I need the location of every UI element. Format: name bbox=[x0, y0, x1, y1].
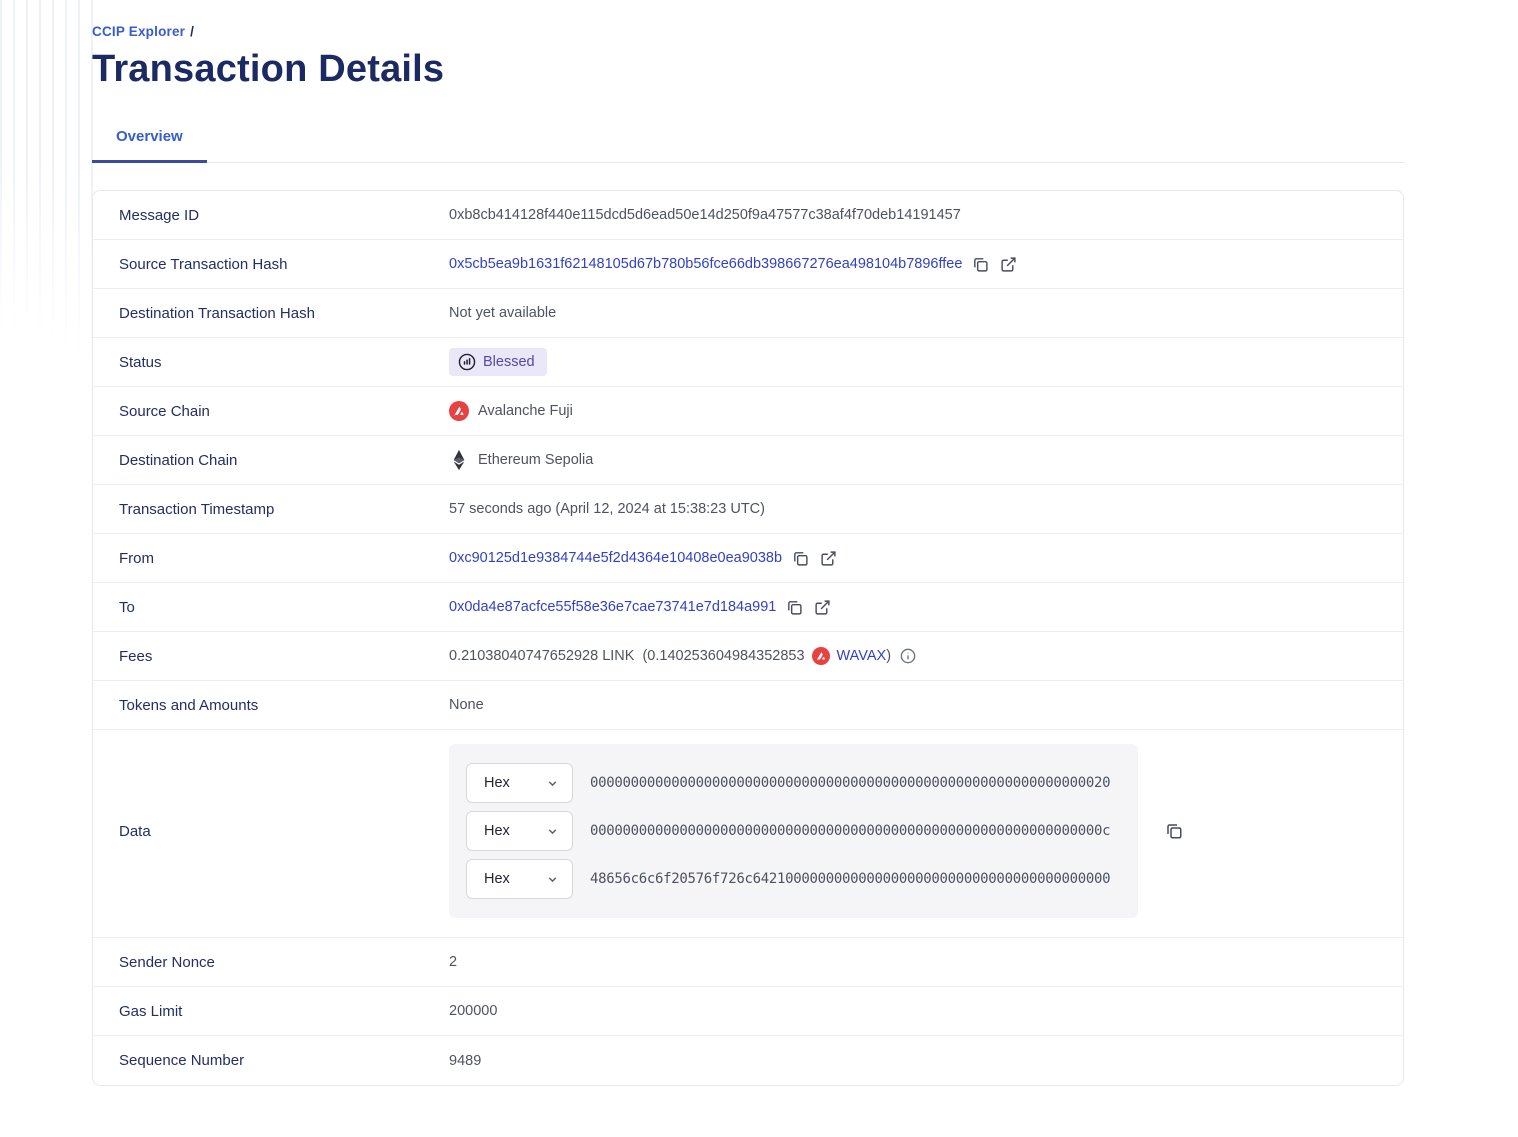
blessed-status-icon bbox=[458, 353, 476, 371]
source-tx-hash-label: Source Transaction Hash bbox=[119, 255, 288, 273]
row-dest-chain: Destination Chain Ethereum Sepolia bbox=[93, 436, 1403, 485]
chevron-down-icon bbox=[548, 876, 557, 882]
page-title: Transaction Details bbox=[92, 48, 445, 90]
dest-tx-hash-value: Not yet available bbox=[449, 305, 557, 321]
row-data: Data Hex 0000000000000000000000000000000… bbox=[93, 730, 1403, 938]
row-to: To 0x0da4e87acfce55f58e36e7cae73741e7d18… bbox=[93, 583, 1403, 632]
breadcrumb-separator: / bbox=[190, 24, 195, 39]
row-sequence-number: Sequence Number 9489 bbox=[93, 1036, 1403, 1085]
copy-icon[interactable] bbox=[784, 597, 804, 617]
encoding-select-value: Hex bbox=[484, 823, 510, 839]
row-timestamp: Transaction Timestamp 57 seconds ago (Ap… bbox=[93, 485, 1403, 534]
copy-data-icon[interactable] bbox=[1164, 821, 1184, 841]
fees-wavax-amount: (0.140253604984352853 bbox=[642, 648, 805, 664]
source-tx-hash-link[interactable]: 0x5cb5ea9b1631f62148105d67b780b56fce66db… bbox=[449, 256, 963, 272]
data-label: Data bbox=[119, 822, 151, 840]
status-label: Status bbox=[119, 353, 162, 371]
timestamp-label: Transaction Timestamp bbox=[119, 500, 275, 518]
dest-chain-label: Destination Chain bbox=[119, 451, 238, 469]
tokens-value: None bbox=[449, 697, 484, 713]
transaction-details-card: Message ID 0xb8cb414128f440e115dcd5d6ead… bbox=[92, 190, 1404, 1086]
copy-icon[interactable] bbox=[790, 548, 810, 568]
status-badge: Blessed bbox=[449, 348, 547, 376]
ethereum-sepolia-icon bbox=[449, 449, 469, 471]
fees-link-amount: 0.21038040747652928 LINK bbox=[449, 648, 635, 664]
hex-data-text: 0000000000000000000000000000000000000000… bbox=[590, 823, 1111, 839]
row-source-tx-hash: Source Transaction Hash 0x5cb5ea9b1631f6… bbox=[93, 240, 1403, 289]
data-line: Hex 48656c6c6f20576f726c6421000000000000… bbox=[466, 859, 1121, 899]
encoding-select[interactable]: Hex bbox=[466, 763, 573, 803]
fees-label: Fees bbox=[119, 647, 153, 665]
data-line: Hex 000000000000000000000000000000000000… bbox=[466, 811, 1121, 851]
fees-paren-close: ) bbox=[886, 648, 892, 664]
external-link-icon[interactable] bbox=[818, 548, 838, 568]
data-line: Hex 000000000000000000000000000000000000… bbox=[466, 763, 1121, 803]
row-message-id: Message ID 0xb8cb414128f440e115dcd5d6ead… bbox=[93, 191, 1403, 240]
dest-tx-hash-label: Destination Transaction Hash bbox=[119, 304, 315, 322]
transaction-details-page: CCIP Explorer / Transaction Details Overv… bbox=[92, 24, 1404, 1086]
encoding-select-value: Hex bbox=[484, 871, 510, 887]
dest-chain-name: Ethereum Sepolia bbox=[478, 452, 594, 468]
chevron-down-icon bbox=[548, 828, 557, 834]
copy-icon[interactable] bbox=[970, 254, 990, 274]
tokens-label: Tokens and Amounts bbox=[119, 696, 259, 714]
avalanche-fuji-icon bbox=[449, 401, 469, 421]
status-badge-text: Blessed bbox=[483, 354, 535, 370]
row-dest-tx-hash: Destination Transaction Hash Not yet ava… bbox=[93, 289, 1403, 338]
sequence-number-label: Sequence Number bbox=[119, 1052, 245, 1069]
gas-limit-label: Gas Limit bbox=[119, 1002, 183, 1020]
message-id-value: 0xb8cb414128f440e115dcd5d6ead50e14d250f9… bbox=[449, 207, 961, 223]
to-address-link[interactable]: 0x0da4e87acfce55f58e36e7cae73741e7d184a9… bbox=[449, 599, 777, 615]
sender-nonce-label: Sender Nonce bbox=[119, 953, 215, 971]
external-link-icon[interactable] bbox=[998, 254, 1018, 274]
source-chain-label: Source Chain bbox=[119, 402, 210, 420]
row-source-chain: Source Chain Avalanche Fuji bbox=[93, 387, 1403, 436]
sequence-number-value: 9489 bbox=[449, 1052, 482, 1069]
external-link-icon[interactable] bbox=[812, 597, 832, 617]
timestamp-value: 57 seconds ago (April 12, 2024 at 15:38:… bbox=[449, 501, 765, 517]
row-tokens: Tokens and Amounts None bbox=[93, 681, 1403, 730]
row-status: Status Blessed bbox=[93, 338, 1403, 387]
to-label: To bbox=[119, 598, 135, 616]
wavax-link[interactable]: WAVAX bbox=[836, 648, 887, 664]
row-fees: Fees 0.21038040747652928 LINK (0.1402536… bbox=[93, 632, 1403, 681]
info-icon[interactable] bbox=[898, 646, 918, 666]
from-address-link[interactable]: 0xc90125d1e9384744e5f2d4364e10408e0ea903… bbox=[449, 550, 783, 566]
sender-nonce-value: 2 bbox=[449, 954, 458, 970]
source-chain-name: Avalanche Fuji bbox=[478, 403, 573, 419]
hex-data-text: 0000000000000000000000000000000000000000… bbox=[590, 775, 1111, 791]
breadcrumb: CCIP Explorer / bbox=[92, 24, 1404, 39]
row-from: From 0xc90125d1e9384744e5f2d4364e10408e0… bbox=[93, 534, 1403, 583]
from-label: From bbox=[119, 549, 154, 567]
wavax-token-icon bbox=[811, 647, 830, 665]
tab-bar: Overview bbox=[92, 128, 1404, 163]
row-sender-nonce: Sender Nonce 2 bbox=[93, 938, 1403, 987]
gas-limit-value: 200000 bbox=[449, 1003, 498, 1019]
data-hex-panel: Hex 000000000000000000000000000000000000… bbox=[449, 744, 1138, 918]
message-id-label: Message ID bbox=[119, 206, 200, 224]
encoding-select[interactable]: Hex bbox=[466, 811, 573, 851]
row-gas-limit: Gas Limit 200000 bbox=[93, 987, 1403, 1036]
hex-data-text: 48656c6c6f20576f726c64210000000000000000… bbox=[590, 871, 1111, 887]
breadcrumb-ccip-explorer-link[interactable]: CCIP Explorer bbox=[92, 24, 186, 39]
encoding-select[interactable]: Hex bbox=[466, 859, 573, 899]
tab-overview[interactable]: Overview bbox=[92, 128, 207, 163]
encoding-select-value: Hex bbox=[484, 775, 510, 791]
chevron-down-icon bbox=[548, 780, 557, 786]
